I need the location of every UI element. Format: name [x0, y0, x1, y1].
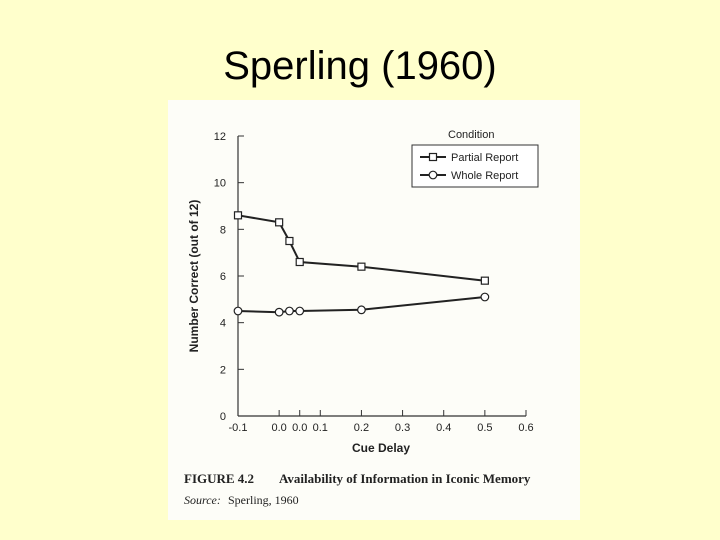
y-tick-label: 0: [220, 411, 226, 423]
data-point-whole-report: [274, 307, 284, 317]
data-point-partial-report: [480, 276, 489, 285]
data-point-whole-report: [357, 305, 366, 315]
data-point-whole-report: [285, 306, 294, 316]
legend-marker-partial-report: [428, 152, 438, 162]
x-tick-label: 0.3: [395, 422, 410, 434]
y-tick-label: 4: [220, 318, 226, 330]
legend-marker-whole-report: [428, 170, 438, 180]
source-label: Source:: [184, 493, 221, 507]
legend-label-whole-report: Whole Report: [451, 170, 518, 182]
y-tick-label: 12: [214, 131, 226, 143]
source-text: Sperling, 1960: [228, 493, 299, 507]
chart-series: [233, 211, 490, 317]
data-point-whole-report: [480, 292, 490, 302]
legend-box: [411, 144, 539, 188]
x-tick-label: 0.0: [271, 422, 286, 434]
data-point-partial-report: [285, 236, 294, 246]
series-line-partial-report: [237, 214, 486, 282]
x-tick-label: 0.4: [436, 422, 451, 434]
x-tick-label: 0.6: [518, 422, 533, 434]
y-tick-label: 10: [214, 178, 226, 190]
x-tick-label: 0.1: [313, 422, 328, 434]
y-axis-label: Number Correct (out of 12): [187, 200, 201, 353]
chart-axes: 0 2 4 6 8 10 12 -0.1 0.0 0.0 0.1 0.2 0.3 0.4 0.5 0.6: [214, 131, 534, 434]
data-point-partial-report: [233, 211, 243, 220]
x-tick-label: 0.0: [292, 422, 307, 434]
data-point-partial-report: [275, 218, 284, 227]
series-line-whole-report: [237, 296, 486, 314]
line-chart: 0 2 4 6 8 10 12 -0.1 0.0 0.0 0.1 0.2 0.3 0.4 0.5 0.6 Co…: [184, 129, 539, 507]
legend-title: Condition: [448, 129, 494, 141]
x-tick-label: 0.5: [477, 422, 492, 434]
data-point-partial-report: [295, 257, 304, 267]
y-tick-label: 6: [220, 271, 226, 283]
x-tick-label: -0.1: [229, 422, 248, 434]
legend-label-partial-report: Partial Report: [451, 152, 518, 164]
figure-caption: Availability of Information in Iconic Me…: [279, 471, 531, 486]
data-point-partial-report: [357, 262, 366, 271]
chart-legend: Condition Partial Report Whole Report: [411, 129, 539, 188]
slide-title: Sperling (1960): [223, 44, 497, 88]
y-tick-label: 8: [220, 224, 226, 236]
data-point-whole-report: [233, 306, 243, 316]
x-axis-label: Cue Delay: [352, 441, 410, 455]
x-tick-label: 0.2: [354, 422, 369, 434]
data-point-whole-report: [295, 306, 305, 316]
y-tick-label: 2: [220, 364, 226, 376]
figure-scan: 0 2 4 6 8 10 12 -0.1 0.0 0.0 0.1 0.2 0.3 0.4 0.5 0.6 Co…: [168, 100, 580, 520]
figure-label: FIGURE 4.2: [184, 471, 254, 486]
